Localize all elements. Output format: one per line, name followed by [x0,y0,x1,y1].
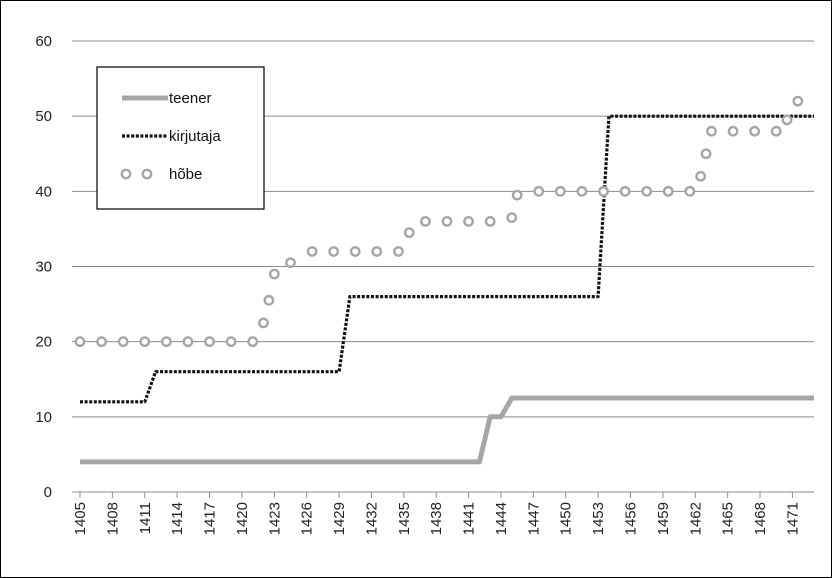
x-tick-label: 1447 [525,502,542,535]
x-tick-label: 1420 [234,502,251,535]
series-hobe-point [258,317,269,329]
series-teener-line [80,395,814,465]
x-tick-label: 1435 [396,502,413,535]
series-hobe-point [727,125,739,137]
x-tick-label: 1426 [299,502,316,535]
series-hobe-point [117,336,129,348]
series-hobe-point [393,246,404,257]
series-hobe-point [225,336,237,348]
series-hobe-point [182,336,194,348]
x-tick-label: 1414 [169,502,186,535]
axes: 0 10 20 30 40 50 60 1405 1408 1411 1414 1417 1420 142… [35,33,814,535]
series-hobe-point [268,268,280,280]
series-hobe-point [349,246,361,257]
series-hobe-point [506,212,518,224]
x-tick-label: 1423 [266,502,283,535]
series-hobe-point [695,170,707,182]
legend-box [96,66,265,210]
y-tick-label: 60 [35,33,52,50]
x-tick-label: 1471 [784,502,801,535]
series-hobe-point [139,336,151,348]
x-tick-label: 1459 [655,502,672,535]
x-tick-label: 1468 [752,502,769,535]
series-hobe-point [285,257,296,269]
y-tick-label: 50 [35,108,52,125]
series-hobe-point [263,294,275,306]
series-hobe-point [160,336,172,348]
series-hobe-point [662,185,674,197]
x-tick-label: 1456 [623,502,640,535]
series-hobe-point [441,215,453,227]
x-tick-label: 1450 [558,502,575,535]
x-tick-label: 1462 [687,502,704,535]
series-hobe-point [403,227,415,239]
series-hobe-point [484,215,496,227]
x-tick-label: 1465 [720,502,737,535]
series-hobe-point [204,336,215,348]
series-kirjutaja-line [80,114,814,404]
x-tick-label: 1453 [590,502,607,535]
x-tick-label: 1432 [363,502,380,535]
x-tick-label: 1405 [72,502,89,535]
x-tick-label: 1438 [428,502,445,535]
series-hobe-point [706,125,717,137]
series-hobe-point [247,336,259,348]
series-hobe-point [700,148,712,160]
x-tick-label: 1429 [331,502,348,535]
series-hobe-point [511,189,523,201]
y-tick-label: 30 [35,259,52,276]
series-hobe-legend-label: hõbe [169,166,202,183]
series-hobe-point [554,185,566,197]
series-hobe-point [684,185,696,197]
y-tick-label: 20 [35,334,52,351]
series-hobe-legend-marker [120,168,132,180]
x-tick-label: 1444 [493,502,510,535]
legend: teener kirjutaja hõbe [96,66,265,210]
series-hobe-point [371,246,383,257]
series-hobe-point [74,336,86,348]
series-hobe-point [770,125,782,137]
series-kirjutaja-legend-label: kirjutaja [169,128,221,145]
series-hobe-point [463,215,474,227]
series-hobe-point [328,246,340,257]
x-tick-label: 1441 [461,502,478,535]
series-hobe-point [781,114,793,126]
series-hobe-point [792,95,804,107]
series-hobe-legend-marker [141,168,153,180]
series-hobe-point [420,215,431,227]
series-hobe-point [533,185,545,197]
series-hobe-point [96,336,107,348]
series-hobe-point [619,185,631,197]
series-hobe-point [598,185,609,197]
series-hobe-point [576,185,588,197]
series-hobe-point [641,185,653,197]
y-tick-label: 40 [35,183,52,200]
x-tick-label: 1417 [202,502,219,535]
y-tick-label: 10 [35,409,52,426]
series-hobe-point [306,246,318,257]
x-tick-label: 1411 [137,502,154,534]
y-tick-label: 0 [44,484,52,501]
series-hobe-point [749,125,761,137]
x-tick-label: 1408 [104,502,121,535]
series-teener-legend-label: teener [169,90,212,107]
series [74,95,814,465]
